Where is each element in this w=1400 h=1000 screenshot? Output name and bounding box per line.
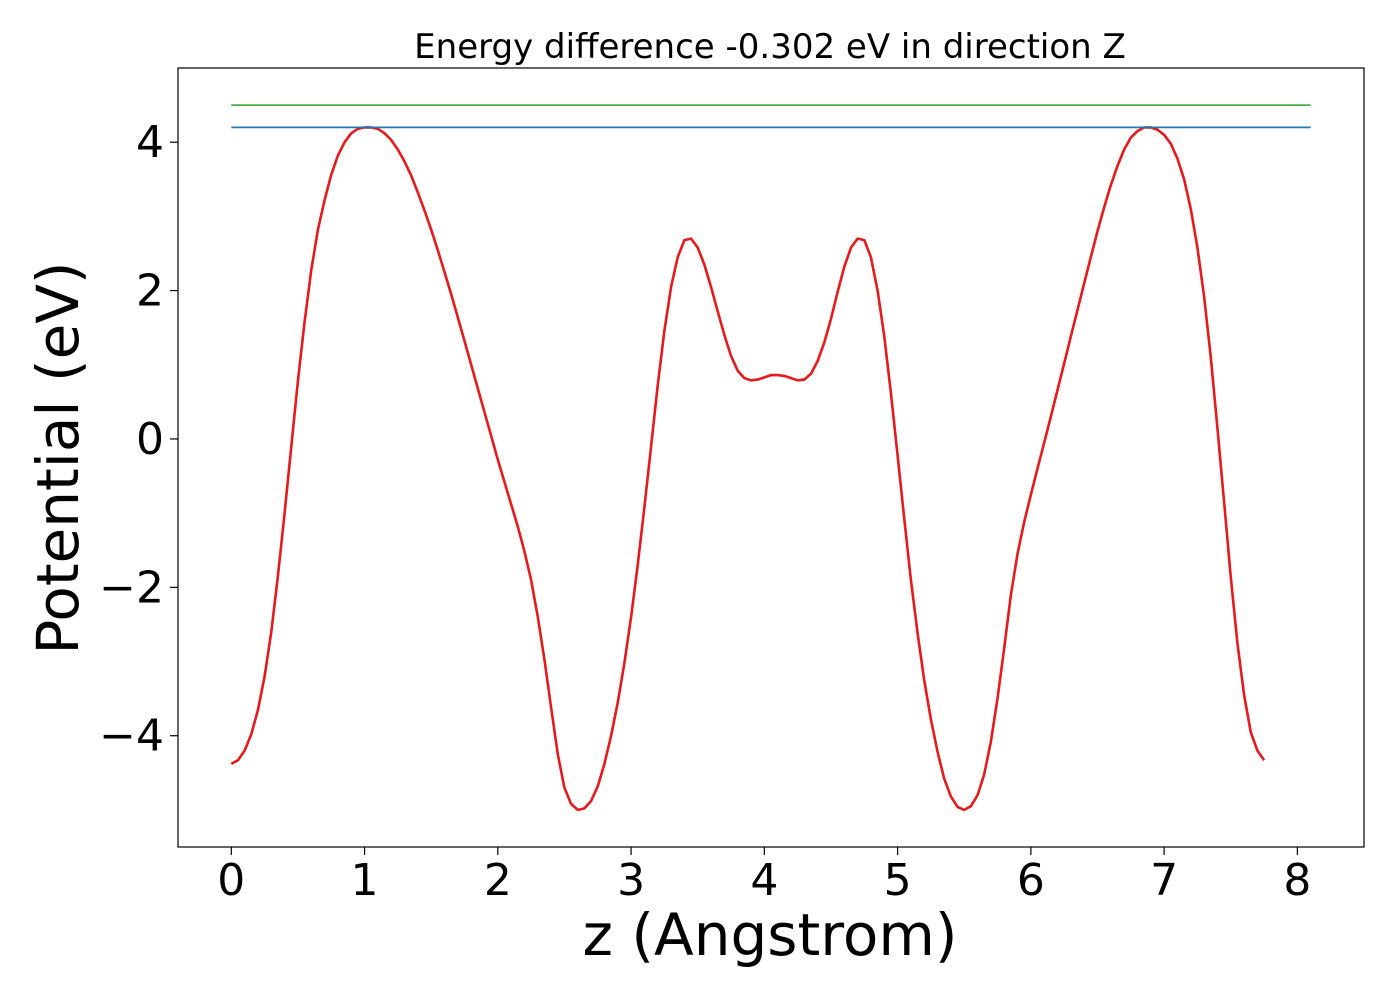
y-axis: −4 −2 0 2 4 <box>99 117 178 762</box>
y-tick-label: 2 <box>136 266 164 317</box>
x-tick-label: 7 <box>1150 855 1178 906</box>
chart-title: Energy difference -0.302 eV in direction… <box>414 27 1126 67</box>
x-tick-label: 3 <box>617 855 645 906</box>
x-axis-label: z (Angstrom) <box>583 901 958 969</box>
series-line-0 <box>230 126 1266 812</box>
y-tick-label: −2 <box>99 562 164 613</box>
x-tick-label: 8 <box>1283 855 1311 906</box>
y-tick-label: 4 <box>136 117 164 168</box>
x-tick-label: 6 <box>1017 855 1045 906</box>
x-axis: 0 1 2 3 4 5 6 7 8 <box>217 847 1311 906</box>
x-tick-label: 5 <box>884 855 912 906</box>
plot-area <box>230 104 1311 812</box>
x-tick-label: 4 <box>750 855 778 906</box>
y-axis-label: Potential (eV) <box>24 261 92 654</box>
plot-frame <box>177 67 1365 848</box>
y-tick-label: 0 <box>136 414 164 465</box>
y-tick-label: −4 <box>99 711 164 762</box>
x-tick-label: 1 <box>351 855 379 906</box>
x-tick-label: 2 <box>484 855 512 906</box>
x-tick-label: 0 <box>217 855 245 906</box>
